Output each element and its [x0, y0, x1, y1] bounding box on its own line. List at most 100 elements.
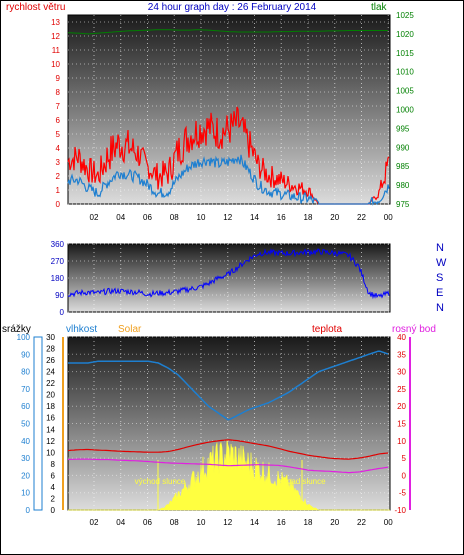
left-tick-label: 5: [56, 130, 61, 139]
rain-tick-label: 10: [21, 489, 30, 498]
right-tick-label: 985: [396, 162, 410, 171]
compass-label: N: [436, 302, 444, 314]
left-tick-label: 13: [51, 18, 60, 27]
left-tick-label: 10: [51, 60, 60, 69]
right-tick-label: 1000: [396, 106, 414, 115]
temp-tick-label: 5: [402, 454, 407, 463]
wind-speed-label: rychlost větru: [6, 2, 65, 13]
x-tick-label: 22: [357, 213, 366, 222]
solar-area: [68, 439, 390, 511]
solar-tick-label: 6: [51, 471, 56, 480]
temp-tick-label: 25: [397, 385, 406, 394]
x-tick-label: 08: [170, 213, 179, 222]
solar-tick-label: 4: [51, 483, 56, 492]
right-tick-label: 980: [396, 181, 410, 190]
direction-tick-label: 270: [51, 257, 65, 266]
solar-tick-label: 2: [51, 494, 56, 503]
right-tick-label: 990: [396, 143, 410, 152]
sunrise-label: východ slunce: [135, 477, 186, 486]
x-tick-label: 14: [250, 213, 259, 222]
solar-tick-label: 26: [46, 356, 55, 365]
compass-label: W: [436, 257, 447, 269]
solar-tick-label: 22: [46, 379, 55, 388]
x-tick-label: 06: [143, 518, 152, 527]
left-tick-label: 4: [56, 144, 61, 153]
compass-label: E: [436, 287, 443, 299]
solar-tick-label: 16: [46, 414, 55, 423]
rain-tick-label: 80: [21, 368, 30, 377]
dewpoint-line: [67, 458, 389, 474]
dewpoint-label: rosný bod: [392, 324, 436, 335]
right-tick-label: 1005: [396, 87, 414, 96]
x-tick-label: 14: [250, 518, 259, 527]
x-tick-label: 02: [90, 518, 99, 527]
rain-tick-label: 30: [21, 454, 30, 463]
graph-title: 24 hour graph day : 26 February 2014: [148, 2, 317, 13]
wind-direction-line: [67, 248, 390, 300]
left-tick-label: 9: [56, 74, 61, 83]
rain-tick-label: 70: [21, 385, 30, 394]
right-tick-label: 1015: [396, 49, 414, 58]
left-tick-label: 7: [56, 102, 61, 111]
rain-tick-label: 40: [21, 437, 30, 446]
left-tick-label: 3: [56, 158, 61, 167]
solar-label: Solar: [118, 324, 142, 335]
direction-tick-label: 360: [51, 240, 65, 249]
x-tick-label: 18: [304, 518, 313, 527]
x-tick-label: 20: [330, 518, 339, 527]
x-tick-label: 20: [330, 213, 339, 222]
x-tick-label: 04: [116, 213, 125, 222]
right-tick-label: 995: [396, 124, 410, 133]
right-tick-label: 1025: [396, 11, 414, 20]
temp-tick-label: 35: [397, 350, 406, 359]
temp-tick-label: -5: [399, 489, 407, 498]
temp-tick-label: 10: [397, 437, 406, 446]
solar-tick-label: 18: [46, 402, 55, 411]
compass-label: S: [436, 272, 443, 284]
rain-tick-label: 90: [21, 350, 30, 359]
right-tick-label: 1020: [396, 30, 414, 39]
x-tick-label: 00: [384, 518, 393, 527]
temp-tick-label: 40: [397, 333, 406, 342]
direction-tick-label: 180: [51, 274, 65, 283]
rain-label: srážky: [2, 324, 31, 335]
temp-tick-label: 20: [397, 402, 406, 411]
x-tick-label: 18: [304, 213, 313, 222]
temp-tick-label: 30: [397, 368, 406, 377]
solar-tick-label: 24: [46, 368, 55, 377]
solar-tick-label: 10: [46, 448, 55, 457]
x-tick-label: 10: [197, 213, 206, 222]
left-tick-label: 6: [56, 116, 61, 125]
rain-tick-label: 20: [21, 471, 30, 480]
x-tick-label: 16: [277, 518, 286, 527]
x-tick-label: 08: [170, 518, 179, 527]
solar-tick-label: 20: [46, 391, 55, 400]
solar-tick-label: 0: [51, 506, 56, 515]
rain-tick-label: 100: [17, 333, 31, 342]
rain-tick-label: 0: [26, 506, 31, 515]
pressure-line: [68, 29, 388, 35]
rain-axis-bar: [33, 336, 43, 511]
left-tick-label: 2: [56, 172, 61, 181]
solar-tick-label: 14: [46, 425, 55, 434]
left-tick-label: 11: [52, 46, 61, 55]
x-tick-label: 06: [143, 213, 152, 222]
sunset-label: západ slunce: [278, 477, 326, 486]
x-tick-label: 10: [197, 518, 206, 527]
pressure-label: tlak: [371, 2, 388, 13]
wind-pressure-panel: [67, 14, 391, 205]
right-tick-label: 975: [396, 200, 410, 209]
temp-tick-label: 15: [397, 420, 406, 429]
compass-label: N: [436, 242, 444, 254]
x-tick-label: 12: [223, 213, 232, 222]
solar-tick-label: 28: [46, 345, 55, 354]
wind-average-line: [67, 154, 390, 206]
humidity-line: [68, 350, 389, 421]
direction-tick-label: 0: [60, 308, 65, 317]
rain-tick-label: 60: [21, 402, 30, 411]
solar-tick-label: 30: [46, 333, 55, 342]
left-tick-label: 1: [56, 186, 61, 195]
left-tick-label: 8: [56, 88, 61, 97]
solar-tick-label: 8: [51, 460, 56, 469]
